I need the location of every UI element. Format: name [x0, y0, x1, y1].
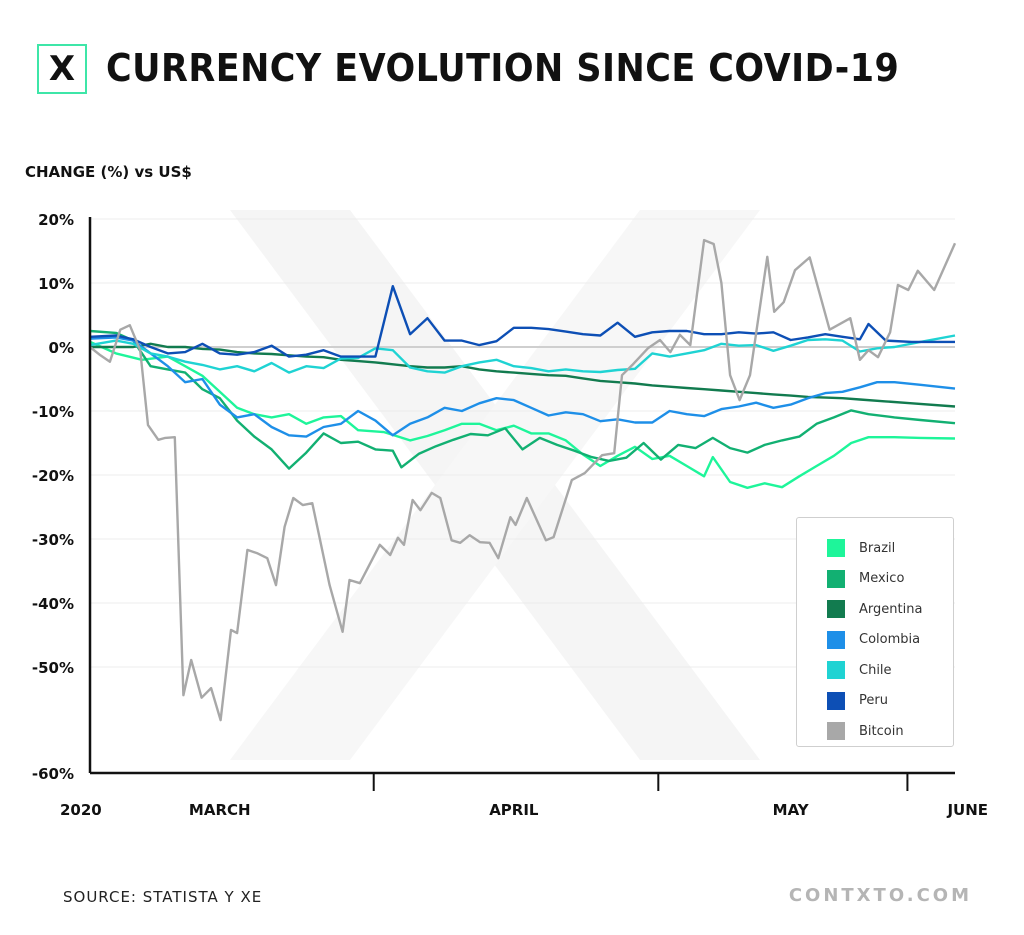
logo-x-icon: X — [48, 49, 76, 89]
legend-label: Bitcoin — [859, 723, 904, 739]
y-tick-label: -20% — [32, 467, 74, 485]
brand-logo: X — [37, 44, 87, 94]
series-line-mexico — [89, 329, 956, 470]
legend-swatch — [827, 691, 845, 710]
y-tick-label: -60% — [32, 765, 74, 783]
y-tick-label: -10% — [32, 403, 74, 421]
x-tick-label: JUNE — [946, 801, 988, 819]
y-axis-label: CHANGE (%) vs US$ — [25, 163, 192, 181]
legend-item-chile: Chile — [797, 655, 953, 686]
x-tick-label: 2020 — [60, 801, 102, 819]
legend-swatch — [827, 661, 845, 680]
x-tick-label: MARCH — [189, 801, 251, 819]
y-tick-label: 20% — [38, 211, 74, 229]
y-tick-label: -30% — [32, 531, 74, 549]
legend-swatch — [827, 600, 845, 619]
grid-lines — [90, 218, 955, 668]
watermark-x — [230, 210, 760, 760]
series-line-colombia — [89, 336, 956, 438]
legend-label: Chile — [859, 662, 892, 678]
legend-swatch — [827, 722, 845, 741]
legend: Brazil Mexico Argentina Colombia Chile Peru Bi… — [796, 517, 954, 747]
y-tick-label: 0% — [49, 339, 74, 357]
x-tick-label: MAY — [773, 801, 810, 819]
legend-item-bitcoin: Bitcoin — [797, 716, 953, 747]
legend-item-mexico: Mexico — [797, 564, 953, 595]
x-tick-label: APRIL — [489, 801, 539, 819]
legend-label: Mexico — [859, 571, 905, 587]
legend-item-brazil: Brazil — [797, 533, 953, 564]
y-tick-label: 10% — [38, 275, 74, 293]
legend-swatch — [827, 569, 845, 588]
series-lines — [89, 238, 957, 722]
legend-swatch — [827, 539, 845, 558]
series-line-bitcoin — [89, 238, 957, 722]
y-tick-label: -40% — [32, 595, 74, 613]
legend-label: Peru — [859, 693, 888, 709]
series-line-chile — [89, 334, 956, 374]
y-tick-labels: 20% 10% 0% -10% -20% -30% -40% -50% -60% — [32, 211, 74, 783]
legend-item-colombia: Colombia — [797, 625, 953, 656]
series-line-brazil — [89, 340, 956, 489]
series-line-argentina — [90, 342, 956, 408]
legend-label: Brazil — [859, 540, 896, 556]
brand-url: CONTXTO.COM — [788, 885, 972, 906]
legend-label: Colombia — [859, 632, 921, 648]
axes — [88, 217, 955, 791]
legend-label: Argentina — [859, 601, 923, 617]
source-note: SOURCE: STATISTA Y XE — [63, 888, 263, 906]
y-tick-label: -50% — [32, 659, 74, 677]
legend-item-peru: Peru — [797, 686, 953, 717]
page-title: CURRENCY EVOLUTION SINCE COVID-19 — [106, 46, 900, 90]
x-tick-labels: 2020 MARCH APRIL MAY JUNE — [60, 801, 988, 819]
legend-swatch — [827, 630, 845, 649]
series-line-peru — [89, 285, 955, 358]
legend-item-argentina: Argentina — [797, 594, 953, 625]
